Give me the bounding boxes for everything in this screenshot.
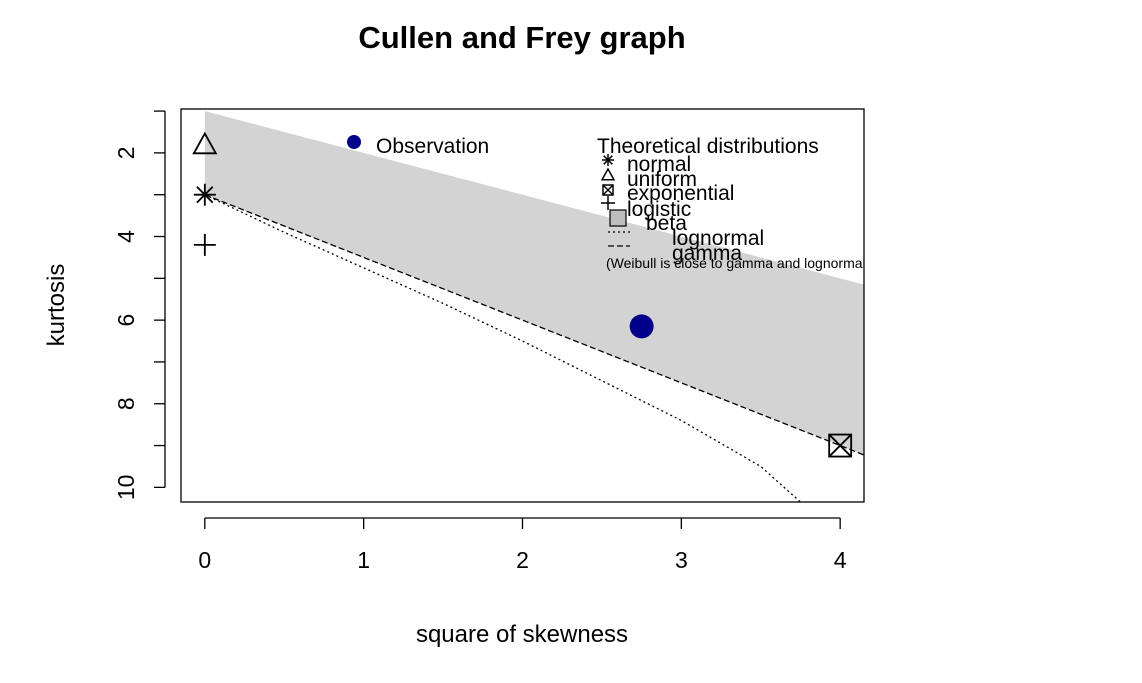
lognormal-line xyxy=(204,194,801,502)
legend-observation-marker xyxy=(347,135,361,149)
legend-symbol-uniform xyxy=(600,167,616,181)
theoretical-point-uniform xyxy=(192,131,218,155)
theoretical-point-exponential-box xyxy=(828,433,853,458)
legend-symbol-exponential xyxy=(602,184,614,196)
observation-point xyxy=(629,314,654,339)
legend-entry-beta: beta xyxy=(646,212,687,235)
legend-symbol-beta-box xyxy=(609,209,627,227)
legend-symbol-normal xyxy=(602,154,614,166)
legend-symbol-exponential-d2 xyxy=(602,184,614,196)
theoretical-point-normal xyxy=(193,183,216,206)
legend-observation-label: Observation xyxy=(376,135,489,158)
theoretical-point-exponential-d2 xyxy=(828,433,852,458)
plot-area xyxy=(192,111,864,502)
legend-entry-uniform: uniform xyxy=(627,168,697,191)
x-tick-label: 2 xyxy=(516,547,529,573)
x-tick-label: 1 xyxy=(357,547,370,573)
legend-entry-logistic: logistic xyxy=(627,198,691,221)
legend-entry-gamma: gamma xyxy=(672,242,742,265)
theoretical-point-normal-d2 xyxy=(196,186,214,204)
theoretical-point-exponential xyxy=(828,433,853,458)
legend-entry-normal: normal xyxy=(627,153,691,176)
x-tick-label: 4 xyxy=(834,547,847,573)
y-tick-label: 8 xyxy=(113,397,139,410)
legend-symbol-beta xyxy=(609,209,627,227)
legend-entry-lognormal: lognormal xyxy=(672,227,764,250)
plot-frame xyxy=(180,108,865,503)
legend-symbol-normal-d2 xyxy=(603,155,613,165)
y-axis-label: kurtosis xyxy=(43,264,70,347)
x-axis-label: square of skewness xyxy=(416,621,628,648)
y-tick-label: 4 xyxy=(113,230,139,243)
beta-region xyxy=(204,111,864,455)
gamma-line xyxy=(204,194,864,456)
legend-symbol-logistic xyxy=(601,196,615,210)
legend-theoretical-title: Theoretical distributions xyxy=(597,135,819,158)
legend-entry-exponential: exponential xyxy=(627,182,734,205)
x-tick-label: 3 xyxy=(675,547,688,573)
x-tick-label: 0 xyxy=(198,547,211,573)
legend-symbol-uniform-shape xyxy=(600,167,616,181)
legend-note: (Weibull is close to gamma and lognormal… xyxy=(606,255,870,271)
y-tick-label: 10 xyxy=(113,475,139,501)
theoretical-point-logistic xyxy=(193,233,216,256)
axes: 0 1 2 3 4 2 4 6 8 10 xyxy=(113,110,847,573)
y-tick-label: 2 xyxy=(113,147,139,160)
legend: Observation Theoretical distributionsnorm… xyxy=(347,135,870,271)
y-tick-label: 6 xyxy=(113,314,139,327)
theoretical-point-uniform-shape xyxy=(192,131,218,155)
legend-symbol-exponential-box xyxy=(602,184,614,196)
chart-title: Cullen and Frey graph xyxy=(358,20,685,55)
